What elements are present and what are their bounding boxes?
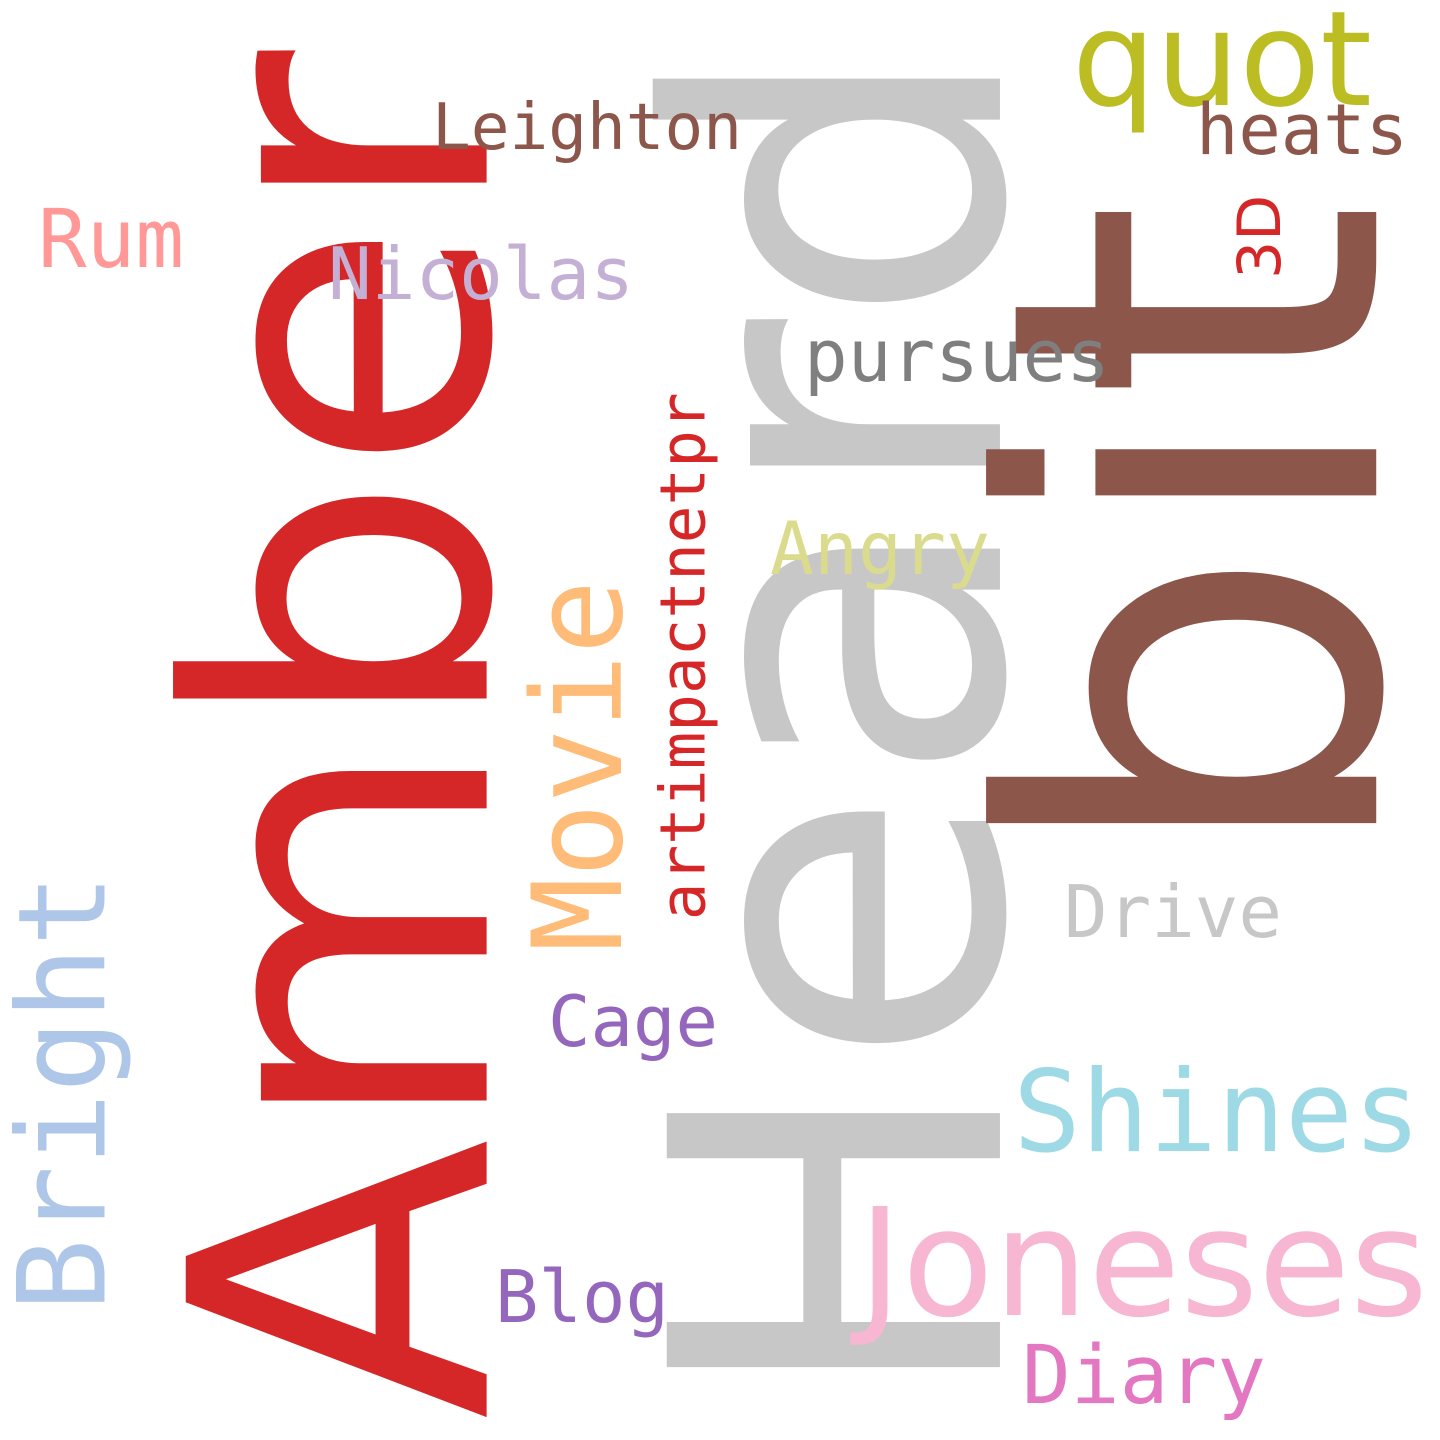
word-bit: bit — [900, 200, 1440, 870]
word-pursues: pursues — [804, 314, 1110, 399]
word-blog: Blog — [495, 1255, 669, 1340]
word-angry: Angry — [770, 507, 990, 593]
word-leighton: Leighton — [432, 89, 742, 165]
word-movie: Movie — [507, 580, 652, 952]
word-drive: Drive — [1064, 870, 1282, 955]
word-quot: quot — [1072, 0, 1372, 137]
word-artimpactnetpr: artimpactnetpr — [646, 392, 720, 920]
word-diary: Diary — [1022, 1329, 1266, 1424]
word-heats: heats — [1196, 88, 1408, 171]
word-nicolas: Nicolas — [328, 232, 634, 317]
word-rum: Rum — [38, 192, 184, 287]
word-3d: 3D — [1226, 195, 1296, 279]
word-joneses: Joneses — [858, 1177, 1428, 1352]
word-cage: Cage — [548, 979, 718, 1063]
word-shines: Shines — [1013, 1045, 1421, 1178]
word-bright: Bright — [0, 874, 134, 1312]
